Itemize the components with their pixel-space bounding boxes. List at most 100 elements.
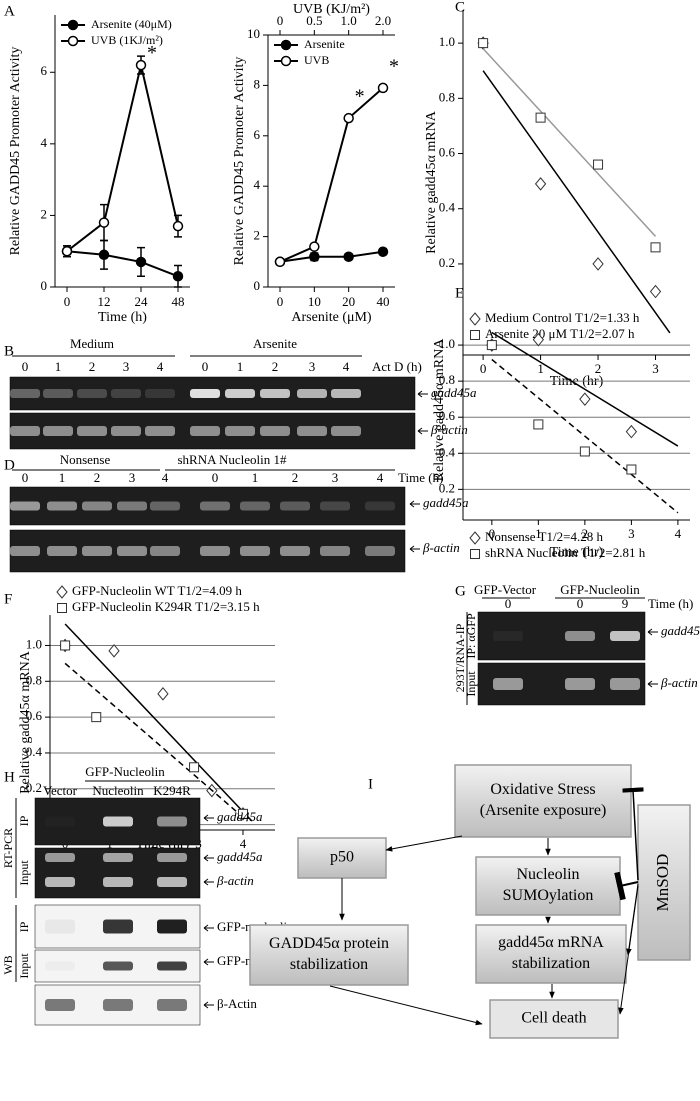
- diagram-node: [249, 924, 409, 986]
- trend-line: [482, 70, 671, 334]
- x-tick-label: 3: [652, 361, 659, 376]
- lane-label: 3: [129, 470, 136, 485]
- panel-label: E: [455, 285, 464, 301]
- gel-band: [157, 816, 187, 827]
- gel-band: [331, 389, 361, 398]
- trend-line: [64, 623, 253, 822]
- marker: [60, 640, 71, 651]
- y-tick-label: 6: [41, 63, 48, 78]
- row-arrow: [203, 958, 214, 966]
- gel-band: [565, 678, 595, 690]
- marker: [343, 112, 354, 124]
- row-group-label: Input: [17, 953, 31, 979]
- marker: [309, 251, 320, 263]
- y-tick-label: 1.0: [439, 336, 455, 351]
- marker: [237, 808, 248, 819]
- gel-band: [45, 999, 75, 1011]
- y-tick-label: 0.8: [439, 372, 455, 387]
- node-label: (Arsenite exposure): [480, 802, 607, 819]
- unit-label: Time (h): [398, 470, 443, 485]
- row-label: gadd45a: [423, 495, 469, 510]
- diagram-node: [489, 999, 619, 1039]
- lane-label: 0: [577, 596, 584, 611]
- y-tick-label: 0.2: [439, 480, 455, 495]
- panel-label: C: [455, 0, 465, 15]
- marker: [650, 242, 661, 253]
- y-tick-label: 0.8: [439, 89, 455, 104]
- gel-band: [117, 546, 147, 556]
- x-tick-label: 24: [135, 294, 149, 309]
- legend-label: shRNA Nucleolin T1/2=2.81 h: [485, 545, 646, 560]
- lane-label: 1: [55, 359, 62, 374]
- marker: [61, 245, 73, 257]
- gel-band: [200, 501, 230, 511]
- lane-label: 2: [292, 470, 299, 485]
- y-axis-label: Relative gadd45α mRNA: [432, 338, 447, 482]
- row-label: gadd45α: [661, 623, 700, 638]
- unit-label: Time (h): [648, 596, 693, 611]
- marker: [98, 217, 110, 228]
- y-tick-label: 2: [41, 206, 48, 221]
- gel-band: [297, 426, 327, 436]
- lane-label: 3: [123, 359, 130, 374]
- row-group-label: Input: [17, 860, 31, 886]
- x-tick-label: 3: [628, 526, 635, 541]
- legend-marker: [67, 19, 79, 31]
- gel-band: [111, 389, 141, 398]
- gel-band: [240, 501, 270, 511]
- unit-label: Act D (h): [372, 359, 422, 374]
- y-tick-label: 4: [41, 135, 48, 150]
- row-arrow: [417, 390, 428, 398]
- marker: [478, 38, 489, 49]
- marker: [626, 464, 637, 475]
- x-tick-label: 1: [537, 361, 544, 376]
- marker: [535, 112, 546, 123]
- side-label: 293T/RNA-IP: [453, 623, 467, 692]
- gel-band: [150, 501, 180, 511]
- gel-band: [157, 961, 187, 971]
- marker: [189, 762, 200, 773]
- trend-line: [482, 48, 657, 237]
- x-tick-label: 20: [342, 294, 355, 309]
- y-tick-label: 0.6: [439, 408, 456, 423]
- marker: [579, 392, 591, 406]
- gel-band: [145, 389, 175, 398]
- row-label: gadd45a: [431, 385, 477, 400]
- lane-label: 0: [505, 596, 512, 611]
- y-tick-label: 0.4: [26, 744, 43, 759]
- marker: [579, 446, 590, 457]
- lane-label: 1: [59, 470, 66, 485]
- row-arrow: [203, 924, 214, 932]
- gel-band: [260, 389, 290, 398]
- legend-label: Nonsense T1/2=4.28 h: [485, 529, 603, 544]
- gel-band: [365, 501, 395, 511]
- y-tick-label: 0.4: [439, 444, 456, 459]
- marker: [91, 712, 102, 723]
- gel-band: [493, 631, 523, 641]
- lane-label: 9: [622, 596, 629, 611]
- x-axis-label: Time (hr): [550, 545, 604, 560]
- gel-band: [111, 426, 141, 436]
- y-tick-label: 0.2: [26, 780, 42, 795]
- gel-band: [225, 389, 255, 398]
- group-label: Nonsense: [60, 452, 111, 467]
- y-tick-label: 10: [247, 26, 260, 41]
- gel-band: [320, 501, 350, 511]
- panel-label: A: [4, 3, 15, 19]
- x2-tick-label: 1.0: [341, 13, 357, 28]
- legend-label: GFP-Nucleolin K294R T1/2=3.15 h: [72, 599, 260, 614]
- arrow: [385, 835, 463, 852]
- gel-band: [103, 999, 133, 1011]
- marker: [532, 332, 545, 347]
- row-label: β-actin: [216, 873, 254, 888]
- x-tick-label: 0: [64, 294, 71, 309]
- legend-marker: [470, 549, 480, 559]
- lane-label: 1: [237, 359, 244, 374]
- legend-label: Medium Control T1/2=1.33 h: [485, 310, 640, 325]
- x-tick-label: 48: [172, 294, 185, 309]
- lane-label: 4: [157, 359, 164, 374]
- gel-band: [77, 389, 107, 398]
- row-arrow: [203, 1001, 214, 1009]
- y-tick-label: 0.4: [439, 200, 456, 215]
- lane-label: 4: [343, 359, 350, 374]
